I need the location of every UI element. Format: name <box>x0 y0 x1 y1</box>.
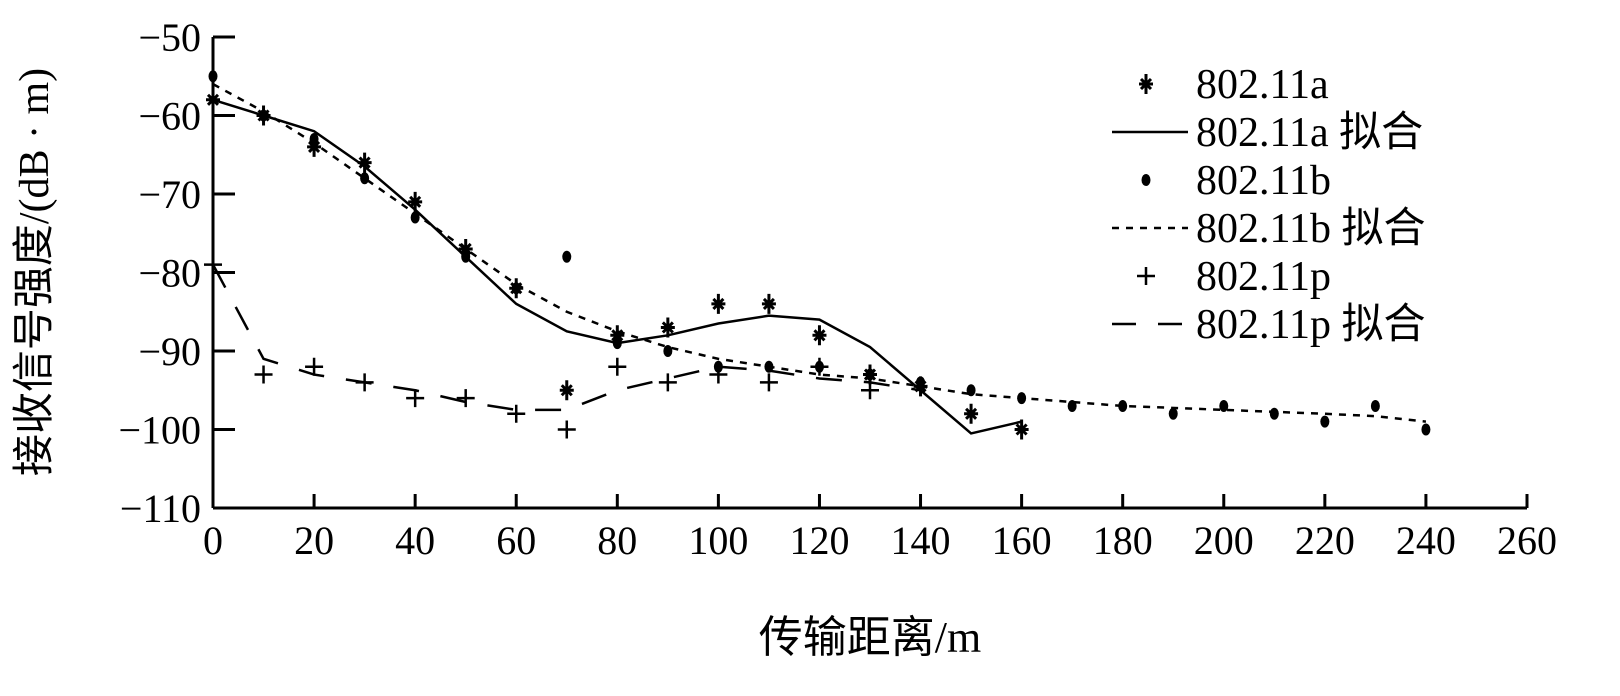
x-tick-label: 260 <box>1497 518 1557 563</box>
x-tick-label: 40 <box>395 518 435 563</box>
x-tick-label: 220 <box>1295 518 1355 563</box>
plot-marks <box>204 70 1431 440</box>
data-point-802-11b <box>461 250 471 263</box>
x-tick-label: 60 <box>496 518 536 563</box>
axes: 0 20 40 60 80 100 120 140 160 180 200 220 240 260 −50 −… <box>118 15 1557 563</box>
data-point-802-11p <box>305 357 324 376</box>
data-point-802-11a <box>307 136 322 157</box>
data-point-802-11b <box>916 376 926 389</box>
data-point-802-11p <box>810 357 829 376</box>
legend-label: 802.11a 拟合 <box>1196 110 1423 156</box>
x-tick-label: 200 <box>1194 518 1254 563</box>
y-tick-label: −110 <box>120 486 201 531</box>
y-tick-label: −80 <box>138 251 201 296</box>
data-point-802-11b <box>360 172 370 185</box>
fit-line-802-11b <box>212 83 1427 423</box>
x-tick-label: 180 <box>1093 518 1153 563</box>
data-point-802-11b <box>1168 407 1178 420</box>
y-tick-label: −90 <box>138 329 201 374</box>
data-point-802-11p <box>406 389 425 408</box>
data-point-802-11a <box>761 293 776 314</box>
data-point-802-11b <box>1320 415 1330 428</box>
legend-swatch-802-11b <box>1141 174 1151 186</box>
data-point-802-11b <box>612 337 622 350</box>
x-tick-label: 100 <box>688 518 748 563</box>
data-point-802-11b <box>966 384 976 397</box>
fit-line-802-11a <box>212 98 1022 435</box>
y-tick-label: −50 <box>138 15 201 60</box>
data-point-802-11b <box>1269 407 1279 420</box>
legend-label: 802.11p <box>1196 254 1331 300</box>
legend-label: 802.11b 拟合 <box>1196 206 1425 252</box>
legend-swatch-802-11p <box>1137 267 1155 285</box>
data-point-802-11a <box>408 191 423 212</box>
data-point-802-11a <box>357 152 372 173</box>
y-axis-label: 接收信号强度/(dB · m) <box>12 68 58 476</box>
data-point-802-11b <box>1370 399 1380 412</box>
legend-swatch-802-11a <box>1139 74 1153 94</box>
data-point-802-11b <box>1421 423 1431 436</box>
data-point-802-11b <box>562 250 572 263</box>
data-point-802-11b <box>511 282 521 295</box>
x-tick-label: 20 <box>294 518 334 563</box>
data-point-802-11p <box>658 373 677 392</box>
data-point-802-11p <box>759 373 778 392</box>
y-tick-label: −100 <box>118 408 201 453</box>
legend-label: 802.11p 拟合 <box>1196 302 1425 348</box>
data-point-802-11a <box>559 380 574 401</box>
y-tick-label: −70 <box>138 172 201 217</box>
x-tick-label: 120 <box>789 518 849 563</box>
data-point-802-11p <box>709 365 728 384</box>
data-point-802-11p <box>254 365 273 384</box>
x-tick-label: 140 <box>891 518 951 563</box>
data-point-802-11b <box>1118 399 1128 412</box>
y-tick-label: −60 <box>138 94 201 139</box>
data-point-802-11a <box>458 238 473 259</box>
data-point-802-11a <box>711 293 726 314</box>
x-tick-label: 0 <box>203 518 223 563</box>
data-point-802-11a <box>1014 419 1029 440</box>
data-point-802-11a <box>610 325 625 346</box>
x-tick-label: 80 <box>597 518 637 563</box>
legend-label: 802.11a <box>1196 62 1329 108</box>
data-point-802-11a <box>964 403 979 424</box>
data-point-802-11a <box>812 325 827 346</box>
x-axis-label: 传输距离/m <box>759 613 981 662</box>
data-point-802-11p <box>608 357 627 376</box>
data-point-802-11p <box>557 420 576 439</box>
data-point-802-11b <box>208 70 218 83</box>
data-point-802-11p <box>456 389 475 408</box>
data-point-802-11b <box>663 345 673 357</box>
data-point-802-11p <box>507 404 526 423</box>
x-tick-label: 160 <box>992 518 1052 563</box>
x-tick-label: 240 <box>1396 518 1456 563</box>
data-point-802-11p <box>861 381 879 400</box>
data-point-802-11b <box>1219 399 1229 412</box>
legend-label: 802.11b <box>1196 158 1331 204</box>
data-point-802-11a <box>660 317 675 338</box>
